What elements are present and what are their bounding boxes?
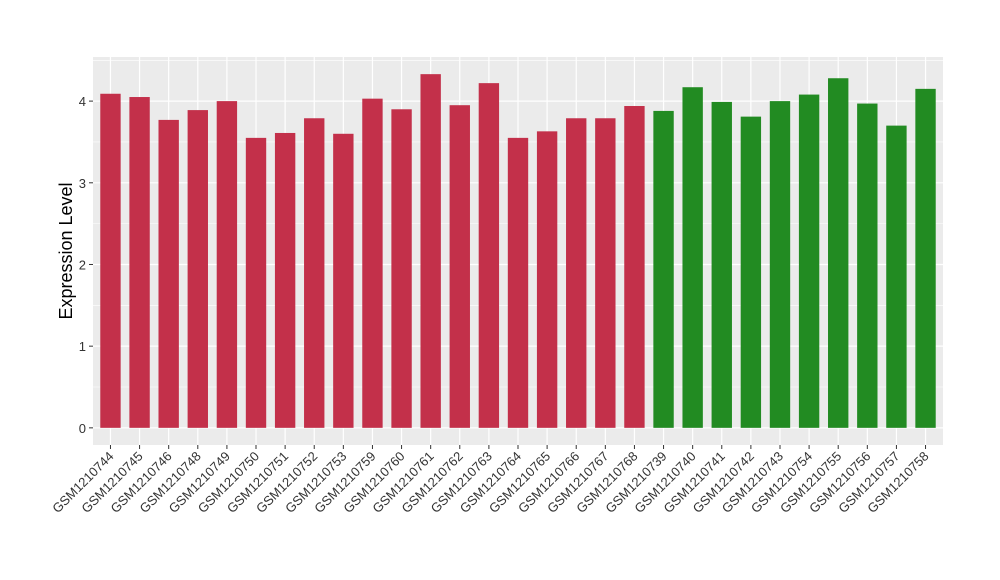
bar-GSM1210757 [886, 125, 907, 428]
bar-GSM1210759 [362, 98, 383, 428]
bar-GSM1210763 [478, 83, 500, 428]
bar-GSM1210756 [857, 103, 878, 428]
bar-GSM1210764 [507, 137, 529, 428]
bar-GSM1210746 [158, 119, 179, 428]
bar-GSM1210767 [595, 118, 616, 428]
bar-GSM1210762 [449, 105, 470, 428]
y-tick-label: 2 [79, 257, 86, 272]
y-tick-label: 4 [79, 94, 86, 109]
y-tick-label: 3 [79, 176, 86, 191]
bar-GSM1210752 [304, 118, 325, 428]
bar-GSM1210751 [274, 132, 296, 428]
bar-GSM1210742 [740, 116, 762, 428]
bar-GSM1210739 [653, 110, 674, 428]
bar-GSM1210765 [536, 131, 558, 428]
y-tick-label: 0 [79, 421, 86, 436]
bar-GSM1210748 [187, 110, 208, 428]
bar-GSM1210760 [391, 109, 412, 428]
y-tick-label: 1 [79, 339, 86, 354]
bar-GSM1210754 [798, 94, 820, 428]
bar-GSM1210761 [420, 74, 441, 428]
bar-GSM1210740 [682, 87, 703, 428]
bar-GSM1210743 [769, 101, 791, 428]
bar-GSM1210749 [216, 101, 238, 428]
bar-GSM1210758 [915, 88, 936, 428]
bar-GSM1210741 [711, 101, 732, 428]
bar-GSM1210744 [100, 93, 121, 428]
bar-GSM1210750 [245, 137, 267, 428]
bar-GSM1210745 [129, 97, 150, 428]
bar-GSM1210766 [566, 118, 587, 428]
bar-GSM1210768 [624, 106, 645, 428]
bar-GSM1210753 [333, 133, 354, 428]
bar-GSM1210755 [828, 78, 849, 428]
y-axis-label: Expression Level [56, 182, 76, 319]
